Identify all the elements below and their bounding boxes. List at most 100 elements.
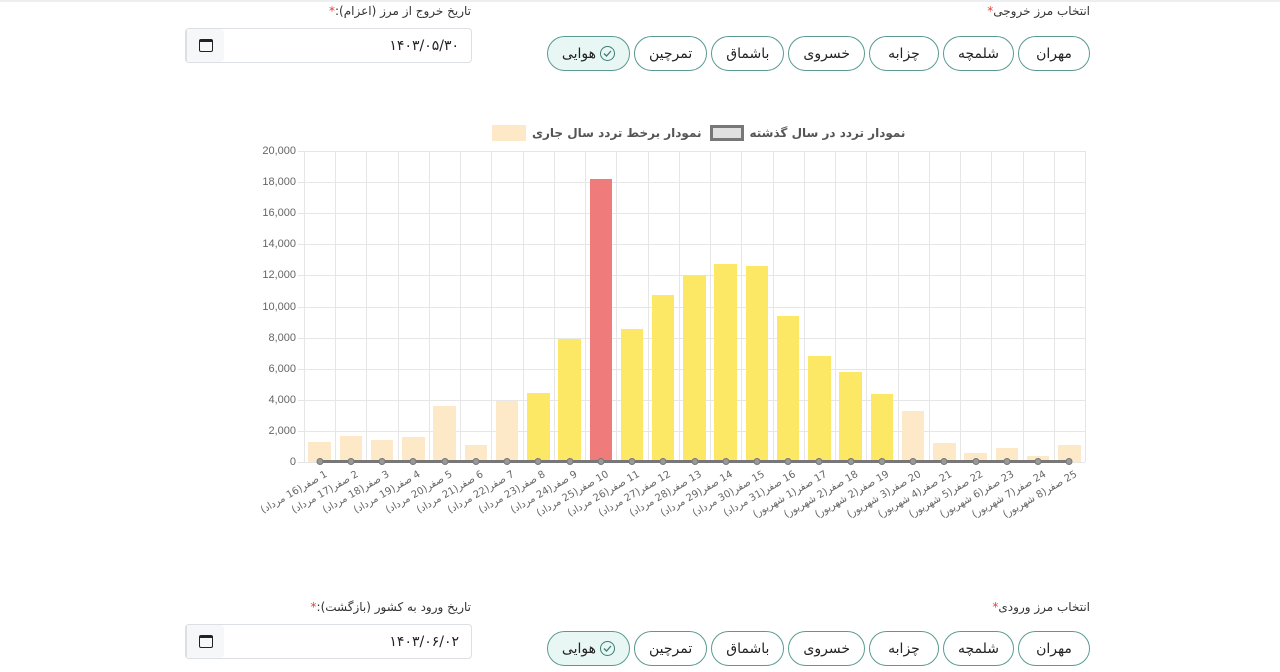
previous-year-point[interactable] (847, 458, 855, 465)
previous-year-point[interactable] (472, 458, 480, 465)
entry-border-chip[interactable]: خسروی (788, 631, 865, 666)
chart-bar[interactable] (495, 401, 519, 462)
gridline (298, 151, 1085, 152)
entry-date-input[interactable]: ۱۴۰۳/۰۶/۰۲ (185, 624, 472, 659)
legend-swatch-previous-year (709, 125, 744, 141)
chart-bar[interactable] (995, 448, 1019, 462)
gridline (428, 151, 430, 462)
legend-item-current-year[interactable]: نمودار برخط تردد سال جاری (492, 125, 702, 141)
y-tick-label: 18,000 (262, 176, 296, 189)
exit-border-chip[interactable]: چزابه (868, 36, 939, 71)
entry-date-value[interactable]: ۱۴۰۳/۰۶/۰۲ (389, 633, 459, 650)
exit-border-chip[interactable]: هوایی (546, 36, 630, 71)
chart-bar[interactable] (620, 329, 644, 462)
exit-date-label: تاریخ خروج از مرز (اعزام):* (329, 4, 471, 18)
chart-bar[interactable] (527, 392, 550, 462)
entry-border-chip[interactable]: هوایی (546, 631, 630, 666)
y-tick-label: 12,000 (262, 269, 296, 282)
previous-year-point[interactable] (1003, 458, 1011, 465)
previous-year-point[interactable] (691, 458, 698, 465)
chart-bar[interactable] (558, 339, 581, 462)
chip-label: چزابه (888, 640, 920, 657)
chart-bar[interactable] (652, 294, 675, 462)
previous-year-point[interactable] (972, 458, 980, 465)
previous-year-point[interactable] (909, 458, 917, 465)
entry-border-chip[interactable]: تمرچین (634, 631, 708, 666)
y-tick-label: 4,000 (268, 393, 296, 406)
chart-bar[interactable] (839, 371, 862, 462)
chart-bar[interactable] (808, 356, 831, 462)
previous-year-point[interactable] (628, 458, 636, 465)
exit-date-value[interactable]: ۱۴۰۳/۰۵/۳۰ (389, 37, 459, 54)
previous-year-point[interactable] (1065, 458, 1073, 465)
legend-item-previous-year[interactable]: نمودار تردد در سال گذشته (709, 125, 905, 141)
entry-date-picker-button[interactable] (186, 625, 224, 658)
entry-border-chip[interactable]: مهران (1018, 631, 1090, 666)
chart-bar[interactable] (901, 410, 925, 462)
previous-year-point[interactable] (659, 458, 667, 465)
previous-year-point[interactable] (378, 458, 386, 465)
chart-bar[interactable] (964, 452, 987, 462)
entry-border-chip[interactable]: چزابه (868, 631, 939, 666)
chip-label: مهران (1036, 45, 1072, 62)
gridline (928, 151, 930, 462)
chart-bar[interactable] (1058, 444, 1081, 462)
chart-bar[interactable] (714, 263, 737, 462)
chart-bar[interactable] (745, 266, 769, 462)
chart-bar[interactable] (776, 315, 800, 462)
chart-bar[interactable] (589, 179, 613, 462)
gridline (741, 151, 743, 462)
previous-year-point[interactable] (815, 458, 823, 465)
previous-year-point[interactable] (347, 458, 355, 465)
previous-year-point[interactable] (534, 458, 542, 465)
required-mark: * (329, 4, 336, 18)
exit-border-chip[interactable]: خسروی (788, 36, 865, 71)
chart-bar[interactable] (308, 441, 331, 462)
chart-bar[interactable] (370, 440, 394, 462)
previous-year-point[interactable] (878, 458, 886, 465)
previous-year-point[interactable] (597, 458, 605, 465)
previous-year-point[interactable] (566, 458, 574, 465)
gridline (991, 151, 993, 462)
gridline (298, 213, 1085, 215)
chip-label: هوایی (561, 640, 596, 657)
legend-label-current-year: نمودار برخط تردد سال جاری (532, 126, 702, 140)
chip-label: تمرچین (649, 45, 693, 62)
previous-year-point[interactable] (409, 458, 417, 465)
chart-bar[interactable] (339, 435, 363, 462)
chart-bar[interactable] (402, 437, 425, 462)
previous-year-point[interactable] (1034, 458, 1042, 465)
previous-year-point[interactable] (940, 458, 948, 465)
chart-bar[interactable] (683, 275, 706, 462)
exit-border-chip[interactable]: مهران (1018, 36, 1090, 71)
previous-year-point[interactable] (784, 458, 792, 465)
gridline (397, 151, 399, 462)
previous-year-point[interactable] (753, 458, 761, 465)
chart-bar[interactable] (433, 406, 456, 462)
chart-bar[interactable] (870, 393, 894, 462)
exit-border-chip[interactable]: شلمچه (942, 36, 1014, 71)
y-tick-label: 14,000 (262, 238, 296, 251)
chip-label: تمرچین (649, 640, 693, 657)
chart-bar[interactable] (933, 443, 956, 462)
previous-year-point[interactable] (503, 458, 511, 465)
y-tick-label: 8,000 (268, 331, 296, 344)
exit-date-input[interactable]: ۱۴۰۳/۰۵/۳۰ (185, 28, 472, 63)
entry-border-label: انتخاب مرز ورودی* (992, 600, 1090, 614)
gridline (585, 151, 587, 462)
exit-border-chip[interactable]: تمرچین (634, 36, 708, 71)
exit-date-picker-button[interactable] (186, 29, 224, 62)
previous-year-point[interactable] (722, 458, 730, 465)
previous-year-point[interactable] (441, 458, 449, 465)
y-tick-label: 2,000 (268, 424, 296, 437)
entry-border-chip[interactable]: شلمچه (942, 631, 1014, 666)
previous-year-point[interactable] (316, 458, 324, 465)
gridline (304, 151, 305, 462)
exit-border-chip[interactable]: باشماق (711, 36, 785, 71)
check-circle-icon (600, 641, 615, 656)
chart-bar[interactable] (464, 444, 488, 462)
gridline (803, 151, 805, 462)
required-mark: * (992, 600, 999, 614)
entry-border-chip[interactable]: باشماق (711, 631, 785, 666)
entry-date-label: تاریخ ورود به کشور (بازگشت):* (311, 600, 471, 614)
